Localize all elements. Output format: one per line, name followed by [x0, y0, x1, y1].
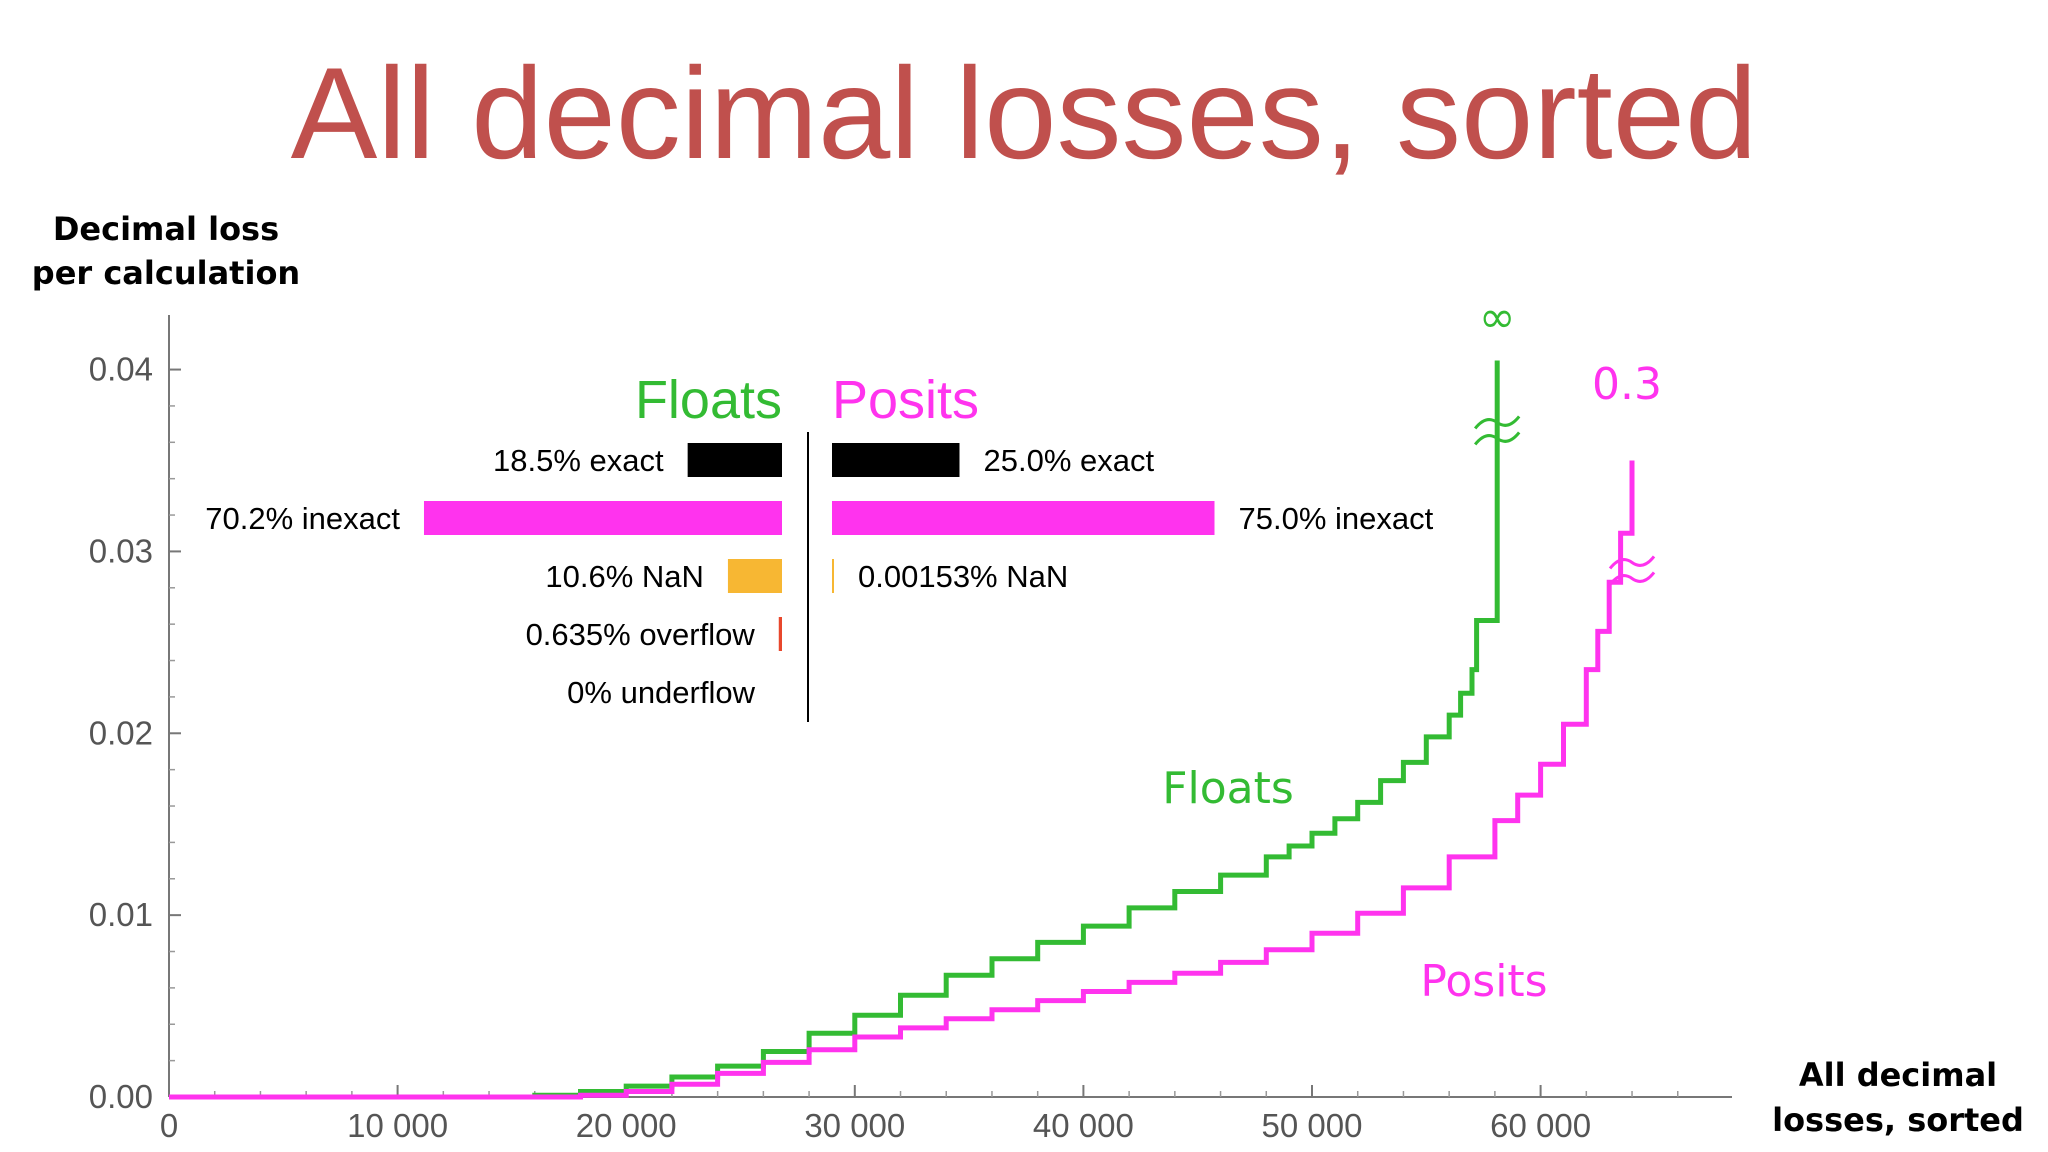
y-tick-label: 0.02: [89, 714, 153, 751]
x-axis-title-line-1: All decimal: [1799, 1056, 1997, 1094]
series-line-posits: [169, 460, 1635, 1100]
y-tick-label: 0.04: [89, 351, 153, 388]
curve-label-floats: Floats: [1162, 763, 1294, 814]
floats-bar-label: 0% underflow: [567, 675, 755, 710]
y-axis-title: Decimal loss per calculation: [32, 210, 300, 292]
slide-title: All decimal losses, sorted: [290, 40, 1758, 186]
floats-bar-label: 70.2% inexact: [205, 501, 400, 536]
posits-bar: [832, 501, 1215, 535]
x-tick-label: 0: [160, 1107, 178, 1144]
curve-label-posits: Posits: [1420, 956, 1547, 1007]
floats-bar: [687, 443, 782, 477]
posits-bar-label: 25.0% exact: [984, 443, 1155, 478]
inset-floats-title: Floats: [635, 370, 782, 430]
y-tick-label: 0.01: [89, 896, 153, 933]
x-tick-label: 20 000: [576, 1107, 677, 1144]
y-tick-label: 0.00: [89, 1078, 153, 1115]
outcome-inset: Floats Posits 18.5% exact 70.2% inexact 10…: [205, 370, 1434, 722]
floats-bar: [423, 501, 782, 535]
posits-bar-label: 0.00153% NaN: [858, 559, 1068, 594]
x-tick-label: 40 000: [1033, 1107, 1134, 1144]
series-end-label-posits: 0.3: [1592, 359, 1662, 410]
series-layer: ∞ 0.3: [169, 292, 1662, 1100]
axis-break-mark: [1608, 555, 1656, 570]
y-tick-label: 0.03: [89, 532, 153, 569]
floats-bar-label: 0.635% overflow: [526, 617, 756, 652]
axis-break-mark: [1473, 431, 1521, 446]
x-tick-label: 10 000: [347, 1107, 448, 1144]
x-tick-label: 50 000: [1262, 1107, 1363, 1144]
y-axis-title-line-2: per calculation: [32, 254, 300, 292]
floats-bar: [727, 559, 782, 593]
x-axis-title: All decimal losses, sorted: [1772, 1056, 2024, 1139]
x-tick-label: 60 000: [1490, 1107, 1591, 1144]
x-ticks: 0 10 000 20 000 30 000 40 000 50 000 60 000: [160, 1085, 1679, 1144]
axis-break-mark: [1473, 415, 1521, 430]
inset-posits-title: Posits: [832, 370, 979, 430]
floats-bar-label: 18.5% exact: [493, 443, 664, 478]
posits-bar-label: 75.0% inexact: [1239, 501, 1434, 536]
axis-break-mark: [1608, 571, 1656, 586]
y-axis-title-line-1: Decimal loss: [53, 210, 279, 248]
y-ticks: 0.00 0.01 0.02 0.03 0.04: [89, 351, 181, 1115]
x-tick-label: 30 000: [804, 1107, 905, 1144]
floats-bar-label: 10.6% NaN: [545, 559, 704, 594]
floats-bar: [778, 617, 782, 651]
posits-bar: [832, 559, 834, 593]
curve-labels: Floats Posits: [1162, 763, 1547, 1007]
series-line-floats: [169, 360, 1500, 1100]
x-axis-title-line-2: losses, sorted: [1772, 1101, 2024, 1139]
posits-bar: [832, 443, 960, 477]
series-end-label-floats: ∞: [1479, 292, 1516, 343]
inset-bars: 18.5% exact 70.2% inexact 10.6% NaN 0.635% …: [205, 443, 1434, 710]
